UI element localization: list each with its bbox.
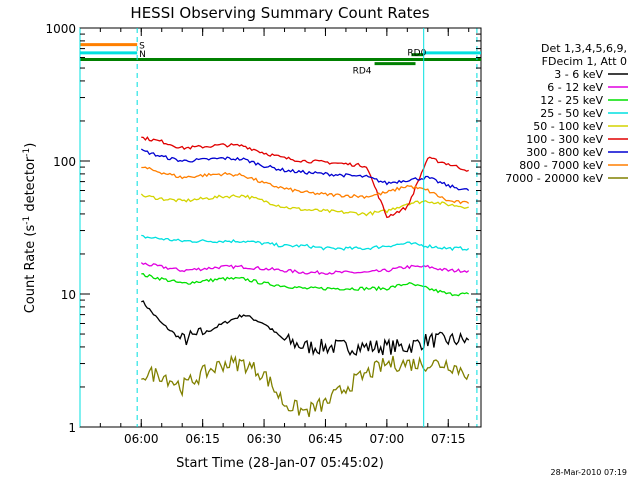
series-line-4 [140, 193, 469, 217]
y-tick-label-3: 1000 [45, 22, 76, 36]
flag-label-0: S [139, 42, 145, 52]
vertical-markers-layer [79, 28, 478, 427]
series-line-1 [140, 262, 470, 275]
x-tick-label-5: 07:15 [431, 432, 466, 446]
legend-label-4: 50 - 100 keV [533, 120, 603, 133]
x-tick-label-2: 06:30 [247, 432, 282, 446]
x-tick-label-4: 07:00 [370, 432, 405, 446]
x-tick-label-0: 06:00 [124, 432, 159, 446]
legend-label-2: 12 - 25 keV [540, 94, 603, 107]
x-tick-label-1: 06:15 [185, 432, 220, 446]
flag-label-4: RD4 [353, 67, 372, 77]
plot-frame [79, 27, 482, 428]
y-tick-label-0: 1 [68, 421, 76, 435]
legend-header-1: FDecim 1, Att 0 [542, 55, 627, 68]
series-line-2 [141, 273, 470, 297]
axes-layer: 06:00 06:15 06:30 06:45 07:00 07:15 1 10 100 1000 [45, 22, 481, 446]
series-line-3 [141, 234, 470, 252]
legend-label-8: 7000 - 20000 keV [505, 172, 603, 185]
legend-label-7: 800 - 7000 keV [519, 159, 603, 172]
y-axis-label: Count Rate (s-1 detector-1) [22, 143, 38, 314]
y-tick-label-1: 10 [61, 288, 76, 302]
plot-area [79, 27, 482, 428]
series-line-8 [141, 354, 470, 418]
legend-header-0: Det 1,3,4,5,6,9, [541, 42, 627, 55]
series-line-0 [141, 300, 470, 357]
chart-title: HESSI Observing Summary Count Rates [130, 4, 429, 22]
series-line-6 [140, 148, 470, 191]
legend-label-3: 25 - 50 keV [540, 107, 603, 120]
series-layer [140, 136, 470, 418]
flag-label-1: N [139, 50, 146, 60]
x-axis-label: Start Time (28-Jan-07 05:45:02) [176, 456, 384, 471]
legend-label-5: 100 - 300 keV [526, 133, 603, 146]
flag-bars-layer: SN RD0 RD4 [80, 42, 481, 77]
legend-label-0: 3 - 6 keV [554, 68, 603, 81]
x-tick-label-3: 06:45 [308, 432, 343, 446]
y-tick-label-2: 100 [53, 155, 76, 169]
series-line-5 [141, 136, 469, 219]
legend-label-1: 6 - 12 keV [547, 81, 603, 94]
series-line-7 [141, 166, 470, 205]
footer-date: 28-Mar-2010 07:19 [551, 468, 628, 477]
legend-label-6: 300 - 800 keV [526, 146, 603, 159]
flag-label-3: RD0 [407, 49, 426, 59]
legend: Det 1,3,4,5,6,9,FDecim 1, Att 03 - 6 keV… [505, 42, 628, 185]
